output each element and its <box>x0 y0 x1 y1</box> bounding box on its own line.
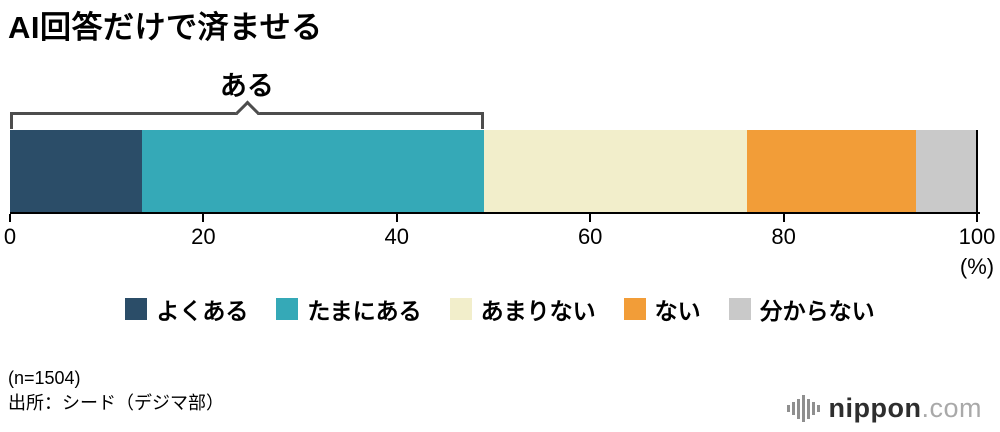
logo-name: nippon <box>828 393 922 423</box>
x-axis-line <box>10 212 980 214</box>
legend-swatch <box>276 298 299 320</box>
bracket-annotation <box>10 100 484 131</box>
source-note: 出所：シード（デジマ部） <box>8 393 224 414</box>
legend-item: よくある <box>125 292 248 326</box>
legend-label: あまりない <box>480 298 596 324</box>
legend-swatch <box>449 298 472 320</box>
axis-unit-label: (%) <box>959 254 995 279</box>
legend: よくある たまにある あまりない ない 分からない <box>0 292 1000 326</box>
stacked-bar <box>10 130 977 212</box>
legend-swatch <box>125 298 148 320</box>
x-tick <box>202 214 205 222</box>
chart-title: AI回答だけで済ませる <box>8 10 323 45</box>
plot-area: ある 0 20 40 60 80 100 (%) <box>4 0 995 432</box>
legend-swatch <box>623 298 646 320</box>
bar-segment-4 <box>746 130 917 212</box>
bar-segment-5 <box>916 130 977 212</box>
x-tick-label: 0 <box>3 224 17 249</box>
footnotes: (n=1504) 出所：シード（デジマ部） <box>8 366 224 416</box>
legend-label: 分からない <box>759 298 875 324</box>
x-tick-label: 80 <box>771 224 796 249</box>
x-tick <box>976 214 978 222</box>
bar-segment-3 <box>483 130 747 212</box>
x-tick-label: 40 <box>384 224 410 249</box>
axis-right-edge-line <box>976 130 978 212</box>
soundwave-icon <box>787 395 820 422</box>
x-tick-label: 100 <box>958 224 996 249</box>
logo-text: nippon.com <box>829 393 982 424</box>
bracket-notch <box>235 100 260 125</box>
legend-item: あまりない <box>449 292 596 326</box>
legend-label: よくある <box>156 298 249 324</box>
x-tick-label: 20 <box>191 224 216 249</box>
legend-label: ない <box>654 298 701 324</box>
legend-swatch <box>728 298 751 320</box>
x-tick <box>9 214 11 222</box>
bar-segment-1 <box>10 130 142 212</box>
nippon-logo: nippon.com <box>787 393 982 424</box>
bracket-label: ある <box>219 71 274 101</box>
bar-segment-2 <box>141 130 484 212</box>
x-tick <box>782 214 785 222</box>
logo-tld: .com <box>921 393 982 423</box>
x-tick <box>589 214 592 222</box>
x-tick-label: 60 <box>577 224 603 249</box>
legend-item: 分からない <box>728 292 875 326</box>
legend-label: たまにある <box>307 298 422 324</box>
legend-item: たまにある <box>276 292 422 326</box>
x-tick <box>395 214 398 222</box>
sample-size-note: (n=1504) <box>8 368 81 388</box>
legend-item: ない <box>623 292 701 326</box>
